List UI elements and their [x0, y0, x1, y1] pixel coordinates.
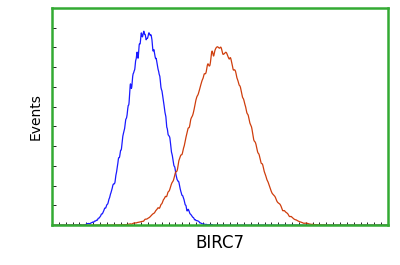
Y-axis label: Events: Events: [29, 93, 43, 140]
X-axis label: BIRC7: BIRC7: [196, 234, 244, 252]
